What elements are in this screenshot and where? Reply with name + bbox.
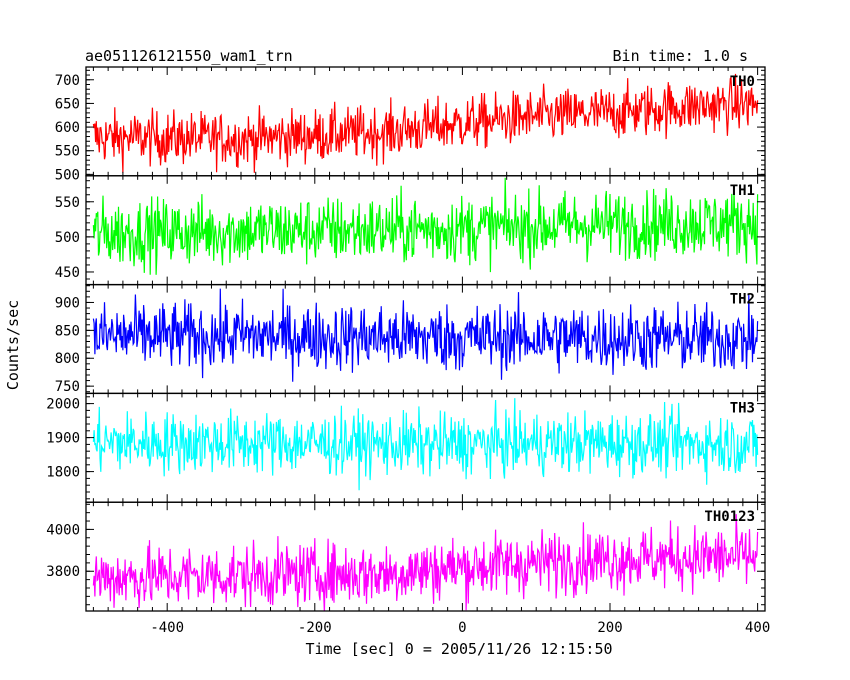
panels-group: 500 550 600 650 700 TH0 450 500 550 TH1 750 800 850 9… (46, 66, 766, 612)
x-tick-label: -400 (150, 620, 184, 636)
x-tick-label: 0 (458, 620, 466, 636)
x-axis: -400 -200 0 200 400 (150, 620, 770, 636)
y-tick-label: 4000 (46, 522, 80, 538)
series-line-th0123 (92, 514, 759, 612)
panel-th0123: 3800 4000 TH0123 (46, 501, 766, 612)
y-tick-label: 3800 (46, 564, 80, 580)
panel-frame (85, 501, 766, 612)
panel-th2: 750 800 850 900 TH2 (55, 283, 766, 395)
panel-label: TH2 (730, 292, 755, 308)
y-tick-label: 2000 (46, 397, 80, 413)
y-tick-label: 650 (55, 96, 80, 112)
series-line-th3 (92, 398, 759, 491)
y-tick-label: 450 (55, 265, 80, 281)
panel-th0: 500 550 600 650 700 TH0 (55, 66, 766, 183)
panel-label: TH0123 (704, 509, 755, 525)
panel-label: TH0 (730, 74, 755, 90)
x-tick-label: 200 (597, 620, 622, 636)
y-tick-label: 600 (55, 120, 80, 136)
y-tick-label: 500 (55, 167, 80, 183)
series-line-th1 (92, 177, 759, 275)
y-tick-label: 1900 (46, 431, 80, 447)
panel-label: TH3 (730, 400, 755, 416)
y-tick-label: 900 (55, 295, 80, 311)
panel-th1: 450 500 550 TH1 (55, 175, 766, 286)
y-tick-label: 850 (55, 323, 80, 339)
y-tick-label: 550 (55, 195, 80, 211)
y-tick-label: 1800 (46, 465, 80, 481)
y-tick-label: 800 (55, 351, 80, 367)
y-tick-label: 550 (55, 144, 80, 160)
chart-title: ae051126121550_wam1_trn (85, 47, 293, 65)
y-tick-label: 750 (55, 379, 80, 395)
y-axis-label: Counts/sec (4, 300, 22, 390)
y-tick-label: 500 (55, 230, 80, 246)
y-tick-label: 700 (55, 73, 80, 89)
series-line-th0 (92, 73, 759, 173)
panel-label: TH1 (730, 183, 755, 199)
x-axis-label: Time [sec] 0 = 2005/11/26 12:15:50 (305, 640, 612, 658)
panel-th3: 1800 1900 2000 TH3 (46, 392, 766, 503)
bin-time-label: Bin time: 1.0 s (613, 47, 748, 65)
x-tick-label: 400 (745, 620, 770, 636)
series-line-th2 (92, 288, 759, 382)
x-tick-label: -200 (298, 620, 332, 636)
